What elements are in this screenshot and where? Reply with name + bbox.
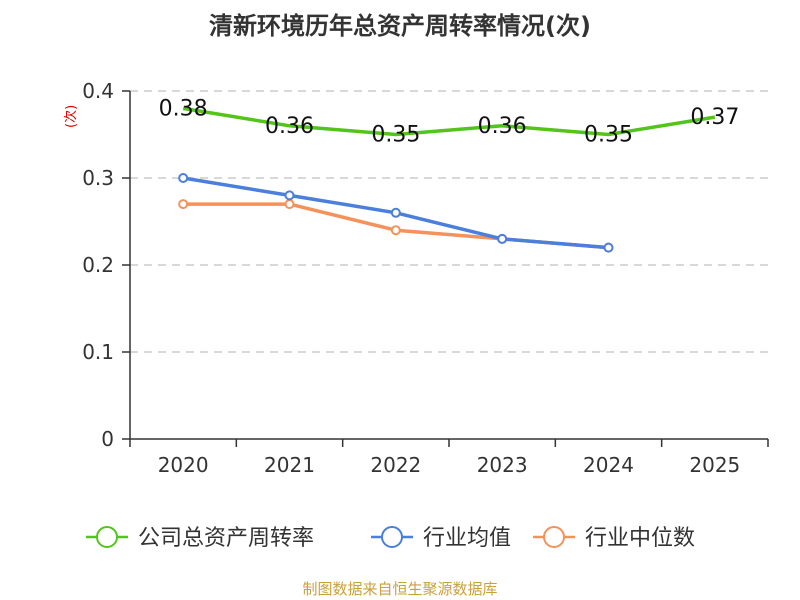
data-point [284, 190, 295, 201]
y-tick-label: 0 [101, 427, 114, 451]
data-point [390, 225, 401, 236]
y-tick-label: 0.3 [82, 166, 114, 190]
data-point [603, 242, 614, 253]
legend-marker [96, 526, 118, 548]
data-label: 0.36 [478, 114, 527, 139]
legend-label: 行业均值 [423, 526, 511, 551]
data-label: 0.35 [584, 123, 633, 148]
y-tick-label: 0.1 [82, 340, 114, 364]
x-tick-label: 2020 [158, 453, 209, 477]
data-label: 0.38 [159, 96, 208, 121]
source-note: 制图数据来自恒生聚源数据库 [302, 580, 498, 598]
x-tick-label: 2025 [689, 453, 740, 477]
x-tick-label: 2024 [583, 453, 634, 477]
x-tick-label: 2023 [477, 453, 528, 477]
legend-marker [543, 526, 565, 548]
chart-title: 清新环境历年总资产周转率情况(次) [209, 12, 591, 40]
x-tick-label: 2022 [370, 453, 421, 477]
data-point [178, 199, 189, 210]
data-point [284, 199, 295, 210]
data-label: 0.35 [371, 123, 420, 148]
y-tick-label: 0.4 [82, 79, 114, 103]
y-tick-label: 0.2 [82, 253, 114, 277]
legend-marker [381, 526, 403, 548]
data-point [497, 233, 508, 244]
x-tick-label: 2021 [264, 453, 315, 477]
data-label: 0.36 [265, 114, 314, 139]
data-point [390, 207, 401, 218]
data-label: 0.37 [690, 105, 739, 130]
data-point [178, 173, 189, 183]
series-line [182, 106, 716, 137]
legend-label: 公司总资产周转率 [138, 526, 314, 551]
legend-label: 行业中位数 [585, 526, 695, 551]
